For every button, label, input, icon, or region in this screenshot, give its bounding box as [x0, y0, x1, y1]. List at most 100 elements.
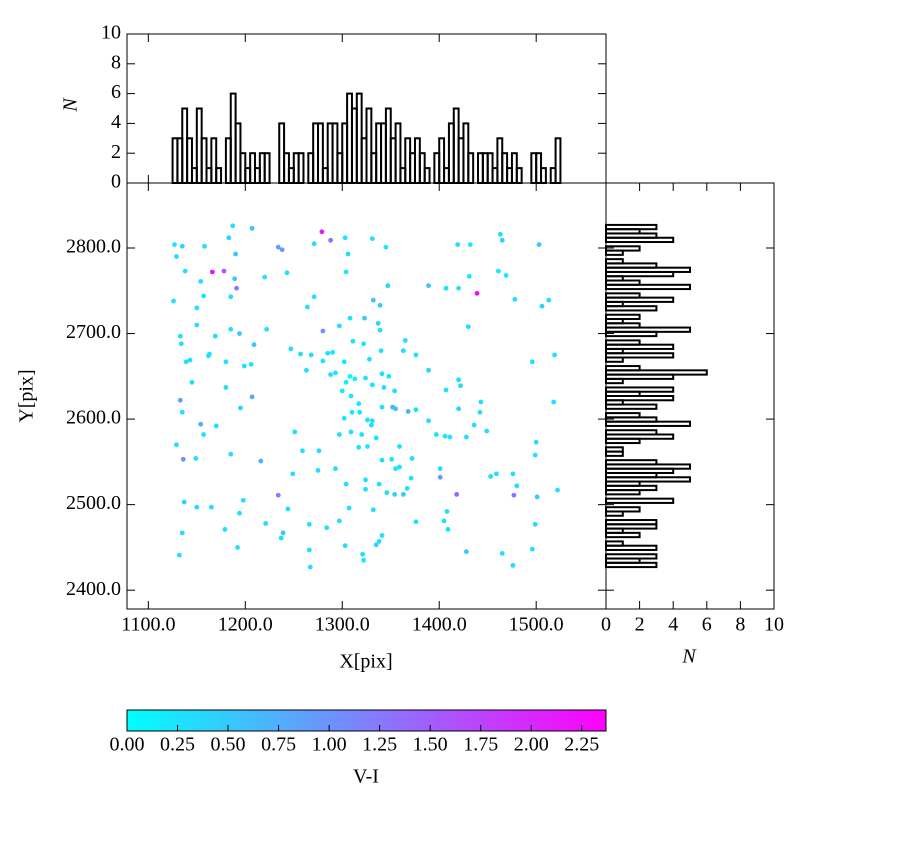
- point: [198, 278, 204, 284]
- point: [189, 379, 195, 385]
- right-hist-x-label: N: [681, 646, 697, 668]
- colorbar-tick-label: 1.00: [312, 734, 347, 756]
- colorbar-tick-label: 1.75: [463, 734, 498, 756]
- point: [352, 376, 358, 382]
- colorbar-tick-label: 1.25: [362, 734, 397, 756]
- point: [357, 409, 363, 415]
- point: [341, 359, 347, 365]
- point: [369, 382, 375, 388]
- point: [400, 348, 406, 354]
- colorbar-tick-label: 2.00: [514, 734, 549, 756]
- point: [237, 331, 242, 336]
- point: [300, 448, 305, 454]
- point: [275, 244, 281, 250]
- point: [402, 337, 408, 343]
- point: [320, 328, 326, 334]
- point: [315, 468, 321, 473]
- y-tick-label: 0: [111, 171, 121, 193]
- point: [363, 486, 368, 492]
- point: [458, 383, 463, 389]
- point: [213, 423, 219, 429]
- point: [413, 519, 419, 525]
- point: [320, 358, 326, 364]
- point: [202, 243, 207, 249]
- point: [311, 294, 317, 300]
- point: [350, 338, 356, 344]
- point: [237, 510, 242, 516]
- point: [194, 504, 200, 510]
- point: [471, 422, 477, 428]
- point: [325, 350, 331, 356]
- point: [238, 405, 243, 411]
- colorbar-tick-label: 2.25: [564, 734, 599, 756]
- point: [177, 333, 183, 339]
- y-tick-label: 2700.0: [66, 321, 121, 343]
- point: [176, 552, 182, 558]
- point: [306, 547, 312, 553]
- point: [316, 448, 322, 454]
- point: [456, 285, 462, 291]
- point: [510, 562, 516, 568]
- point: [258, 458, 264, 464]
- point: [392, 491, 398, 497]
- point: [333, 466, 338, 472]
- point: [347, 373, 353, 379]
- point: [240, 497, 246, 503]
- y-tick-label: 2400.0: [66, 578, 121, 600]
- y-tick-label: 8: [111, 51, 121, 73]
- point: [178, 341, 184, 347]
- point: [426, 283, 431, 289]
- point: [336, 432, 342, 437]
- point: [177, 397, 183, 403]
- point: [441, 518, 447, 524]
- point: [455, 242, 461, 247]
- point: [384, 490, 390, 496]
- point: [445, 527, 451, 532]
- y-tick-label: 2800.0: [66, 236, 121, 258]
- point: [304, 304, 310, 310]
- point: [442, 433, 448, 439]
- point: [386, 373, 392, 379]
- point: [536, 242, 542, 247]
- axes-frame: [605, 182, 775, 610]
- colorbar-tick-label: 0.50: [211, 734, 246, 756]
- point: [377, 327, 383, 333]
- point: [539, 303, 545, 309]
- x-tick-label: 1300.0: [315, 614, 370, 636]
- point: [174, 442, 179, 448]
- point: [330, 349, 335, 355]
- top-hist-y-label: N: [60, 97, 82, 113]
- point: [181, 499, 187, 505]
- point: [194, 322, 200, 328]
- point: [555, 487, 560, 493]
- point: [512, 296, 518, 302]
- point: [365, 417, 370, 423]
- point: [437, 474, 443, 480]
- point: [328, 237, 334, 243]
- point: [393, 466, 398, 472]
- point: [378, 348, 384, 354]
- point: [484, 428, 490, 434]
- point: [174, 254, 179, 259]
- point: [248, 361, 254, 367]
- point: [409, 456, 415, 461]
- point: [263, 521, 269, 526]
- point: [234, 285, 239, 291]
- point: [346, 505, 352, 511]
- point: [405, 408, 411, 414]
- point: [278, 535, 284, 541]
- point: [232, 276, 238, 282]
- point: [373, 542, 379, 548]
- point: [456, 377, 462, 383]
- point: [454, 491, 460, 497]
- point: [290, 471, 296, 477]
- point: [179, 243, 185, 249]
- point: [534, 494, 540, 500]
- point: [249, 394, 255, 400]
- point: [201, 293, 207, 299]
- x-tick-label: 8: [735, 614, 745, 636]
- point: [379, 404, 385, 410]
- x-tick-label: 10: [764, 614, 784, 636]
- point: [264, 326, 270, 332]
- point: [474, 290, 480, 296]
